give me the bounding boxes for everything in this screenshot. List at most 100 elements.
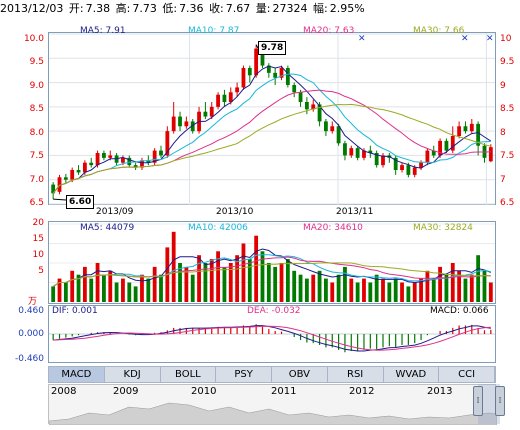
date-tick: 2013/10 (216, 207, 254, 217)
candle-body (51, 184, 56, 194)
volume-bar (279, 263, 284, 302)
volume-bar (140, 274, 144, 302)
candle-body (450, 136, 455, 151)
candle-body (438, 140, 442, 156)
macd-tick: 0.460 (18, 306, 44, 316)
volume-bar (304, 278, 309, 302)
tab-kdj[interactable]: KDJ (105, 367, 161, 382)
candle-body (355, 148, 360, 158)
volume-ma30-label: MA30: 32824 (413, 223, 473, 233)
volume-bar (209, 259, 214, 302)
tab-boll[interactable]: BOLL (161, 367, 217, 382)
macd-value-label: MACD: 0.066 (430, 306, 489, 316)
volume-tick: 20 (32, 218, 44, 228)
volume-bar (387, 282, 392, 302)
price-ma10-line (52, 73, 491, 194)
volume-bar (76, 274, 81, 302)
candle-body (285, 68, 290, 85)
year-label: 2009 (113, 386, 139, 397)
timeline-navigator[interactable]: 2008 2009 2010 2011 2012 2013 (48, 384, 497, 425)
close-value: 7.67 (225, 2, 251, 15)
volume-bar (222, 266, 227, 302)
timeline-sparkline (49, 402, 497, 425)
open-value: 7.38 (85, 2, 111, 15)
volume-bar (343, 266, 347, 302)
candle-body (159, 150, 163, 156)
high-annotation-pointer (255, 44, 259, 49)
candle-body (431, 150, 436, 156)
volume-bar (362, 278, 366, 302)
event-marker-icon[interactable]: ✕ (486, 34, 494, 44)
tab-psy[interactable]: PSY (216, 367, 272, 382)
year-label: 2011 (271, 386, 297, 397)
candle-body (146, 160, 151, 163)
volume-tick: 5 (38, 266, 44, 276)
low-price-annotation: 6.60 (66, 195, 95, 209)
price-tick-right: 7 (500, 175, 506, 185)
price-chart-panel[interactable] (48, 32, 496, 205)
candle-body (165, 131, 170, 156)
candle-body (127, 157, 132, 166)
candle-body (89, 162, 94, 166)
candle-body (349, 148, 354, 156)
candle-body (317, 104, 322, 122)
timeline-range-selection[interactable] (478, 384, 500, 424)
volume-bar (457, 270, 462, 302)
volume-tick: 10 (32, 250, 44, 260)
tab-cci[interactable]: CCI (439, 367, 495, 382)
price-tick-right: 8 (500, 128, 506, 138)
event-marker-icon[interactable]: ✕ (461, 34, 469, 44)
volume-bar (311, 274, 316, 302)
volume-bar (127, 282, 132, 302)
candle-body (444, 140, 449, 151)
event-marker-icon[interactable]: ✕ (358, 34, 366, 44)
price-tick-left: 7.5 (29, 151, 44, 161)
volume-bar (241, 243, 246, 302)
indicator-tabs: MACD KDJ BOLL PSY OBV RSI WVAD CCI (48, 366, 496, 383)
tab-wvad[interactable]: WVAD (384, 367, 440, 382)
dea-label: DEA: -0.032 (247, 306, 301, 316)
candle-body (362, 150, 366, 158)
tab-macd[interactable]: MACD (49, 367, 105, 382)
macd-tick: 0.000 (18, 329, 44, 339)
tab-rsi[interactable]: RSI (328, 367, 384, 382)
volume-bar (336, 274, 341, 302)
price-ma30-label: MA30: 7.66 (413, 26, 465, 36)
low-label: 低: (162, 2, 178, 15)
candle-body (304, 102, 309, 110)
candle-body (216, 94, 220, 107)
quote-header: 2013/12/03 开: 7.38 高: 7.73 低: 7.36 收: 7.67 量… (0, 0, 520, 16)
range-handle-right[interactable]: ⁞ (495, 386, 505, 416)
price-ma10-label: MA10: 7.87 (188, 26, 240, 36)
year-label: 2013 (427, 386, 453, 397)
candle-body (178, 116, 182, 127)
dif-line (53, 325, 491, 352)
year-label: 2010 (191, 386, 217, 397)
volume-bar (190, 274, 195, 302)
dea-line (53, 325, 491, 351)
candle-body (241, 68, 246, 88)
candle-body (412, 167, 417, 175)
candle-body (336, 126, 341, 144)
candle-body (273, 72, 278, 78)
candle-body (203, 111, 208, 117)
low-value: 7.36 (179, 2, 204, 15)
price-tick-left: 8.0 (29, 128, 44, 138)
volume-bar (450, 263, 455, 302)
volume-bar (488, 282, 493, 302)
volume-bar (285, 259, 290, 302)
volume-bar (95, 263, 100, 302)
quote-date: 2013/12/03 (0, 2, 64, 15)
candle-body (63, 177, 68, 180)
range-handle-left[interactable]: ⁞ (473, 386, 483, 416)
volume-bar (374, 274, 379, 302)
volume-bar (317, 270, 322, 302)
open-label: 开: (68, 2, 84, 15)
tab-obv[interactable]: OBV (272, 367, 328, 382)
candle-body (76, 170, 81, 173)
year-label: 2012 (349, 386, 375, 397)
candle-body (133, 165, 138, 168)
price-tick-left: 9.5 (29, 57, 44, 67)
candle-body (488, 147, 493, 162)
candle-body (209, 106, 214, 117)
